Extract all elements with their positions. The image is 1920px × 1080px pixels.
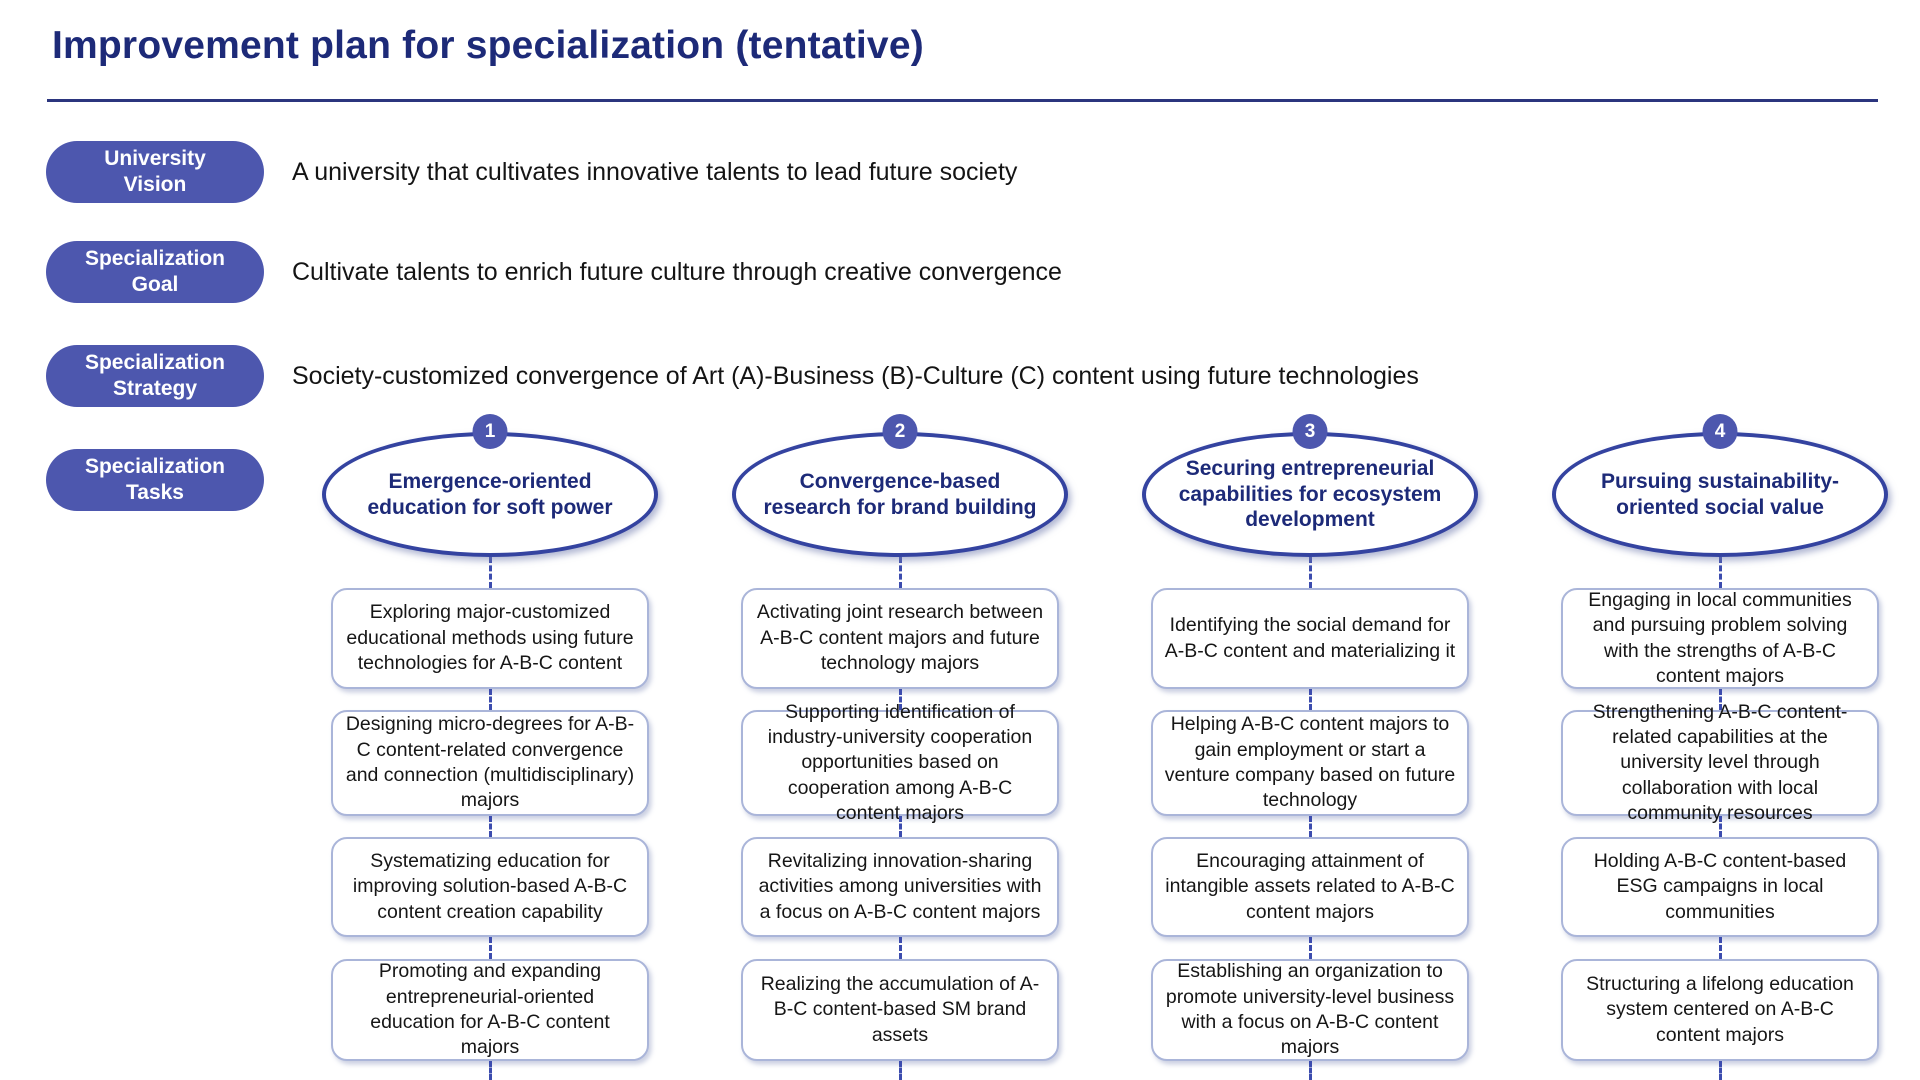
pill-line: University xyxy=(104,146,206,170)
task-3-ellipse: Securing entrepreneurial capabilities fo… xyxy=(1142,432,1478,557)
task-1-number-badge: 1 xyxy=(472,414,508,449)
pill-line: Specialization xyxy=(84,454,226,478)
task-column-1: 1 Emergence-oriented education for soft … xyxy=(322,414,658,1080)
pill-specialization-tasks: Specialization Tasks xyxy=(46,449,264,511)
task-item: Promoting and expanding entrepreneurial-… xyxy=(331,959,649,1061)
task-4-header: 4 Pursuing sustainability-oriented socia… xyxy=(1552,414,1888,557)
task-column-2: 2 Convergence-based research for brand b… xyxy=(732,414,1068,1080)
page-title: Improvement plan for specialization (ten… xyxy=(52,24,924,67)
task-3-header: 3 Securing entrepreneurial capabilities … xyxy=(1142,414,1478,557)
specialization-strategy-text: Society-customized convergence of Art (A… xyxy=(292,361,1419,390)
task-columns: 1 Emergence-oriented education for soft … xyxy=(322,414,1888,1080)
row-specialization-strategy: Specialization Strategy Society-customiz… xyxy=(46,345,1419,407)
task-item: Identifying the social demand for A-B-C … xyxy=(1151,588,1469,689)
connector xyxy=(898,557,902,588)
task-2-title: Convergence-based research for brand bui… xyxy=(763,469,1037,519)
specialization-goal-text: Cultivate talents to enrich future cultu… xyxy=(292,257,1062,286)
connector-stub xyxy=(488,1061,492,1080)
row-specialization-tasks: Specialization Tasks xyxy=(46,449,264,511)
task-1-ellipse: Emergence-oriented education for soft po… xyxy=(322,432,658,557)
task-item: Holding A-B-C content-based ESG campaign… xyxy=(1561,837,1879,937)
task-item: Systematizing education for improving so… xyxy=(331,837,649,937)
connector-stub xyxy=(1308,1061,1312,1080)
connector xyxy=(1718,937,1722,959)
task-item: Engaging in local communities and pursui… xyxy=(1561,588,1879,689)
task-4-number-badge: 4 xyxy=(1702,414,1738,449)
pill-specialization-goal: Specialization Goal xyxy=(46,241,264,303)
task-item: Structuring a lifelong education system … xyxy=(1561,959,1879,1061)
task-1-header: 1 Emergence-oriented education for soft … xyxy=(322,414,658,557)
connector xyxy=(1308,689,1312,710)
university-vision-text: A university that cultivates innovative … xyxy=(292,157,1018,186)
pill-line: Specialization xyxy=(84,246,226,270)
task-column-4: 4 Pursuing sustainability-oriented socia… xyxy=(1552,414,1888,1080)
row-specialization-goal: Specialization Goal Cultivate talents to… xyxy=(46,241,1062,303)
pill-university-vision: University Vision xyxy=(46,141,264,203)
connector xyxy=(488,937,492,959)
task-item: Revitalizing innovation-sharing activiti… xyxy=(741,837,1059,937)
task-2-number-badge: 2 xyxy=(882,414,918,449)
task-item: Supporting identification of industry-un… xyxy=(741,701,1059,824)
task-column-3: 3 Securing entrepreneurial capabilities … xyxy=(1142,414,1478,1080)
connector xyxy=(1718,689,1722,710)
task-1-title: Emergence-oriented education for soft po… xyxy=(367,469,613,519)
connector xyxy=(1308,937,1312,959)
title-divider xyxy=(47,99,1878,102)
connector xyxy=(1308,557,1312,588)
pill-line: Vision xyxy=(123,173,187,196)
pill-line: Goal xyxy=(131,273,179,296)
connector xyxy=(1718,557,1722,588)
connector xyxy=(488,689,492,710)
task-item: Strengthening A-B-C content-related capa… xyxy=(1561,701,1879,824)
connector xyxy=(488,816,492,837)
task-2-header: 2 Convergence-based research for brand b… xyxy=(732,414,1068,557)
task-2-ellipse: Convergence-based research for brand bui… xyxy=(732,432,1068,557)
task-3-number-badge: 3 xyxy=(1292,414,1328,449)
connector xyxy=(1718,816,1722,837)
task-item: Establishing an organization to promote … xyxy=(1151,959,1469,1061)
task-item: Helping A-B-C content majors to gain emp… xyxy=(1151,710,1469,816)
connector-stub xyxy=(1718,1061,1722,1080)
task-item: Activating joint research between A-B-C … xyxy=(741,588,1059,689)
task-item: Encouraging attainment of intangible ass… xyxy=(1151,837,1469,937)
connector xyxy=(898,816,902,837)
pill-specialization-strategy: Specialization Strategy xyxy=(46,345,264,407)
task-item: Realizing the accumulation of A-B-C cont… xyxy=(741,959,1059,1061)
row-university-vision: University Vision A university that cult… xyxy=(46,141,1017,203)
connector xyxy=(1308,816,1312,837)
task-4-title: Pursuing sustainability-oriented social … xyxy=(1600,469,1840,519)
pill-line: Specialization xyxy=(84,350,226,374)
task-3-title: Securing entrepreneurial capabilities fo… xyxy=(1178,457,1442,532)
task-4-ellipse: Pursuing sustainability-oriented social … xyxy=(1552,432,1888,557)
connector xyxy=(898,937,902,959)
connector-stub xyxy=(898,1061,902,1080)
connector xyxy=(898,689,902,710)
pill-line: Tasks xyxy=(126,481,184,504)
pill-line: Strategy xyxy=(112,377,198,400)
task-item: Exploring major-customized educational m… xyxy=(331,588,649,689)
connector xyxy=(488,557,492,588)
task-item: Designing micro-degrees for A-B-C conten… xyxy=(331,710,649,816)
